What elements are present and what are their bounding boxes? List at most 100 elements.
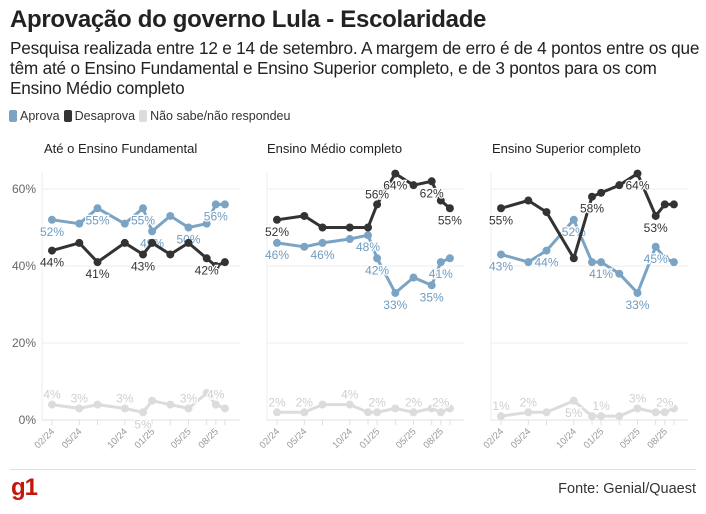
data-point-desaprova: [669, 200, 678, 209]
data-label-n-o-sabe-n-o-respondeu: 2%: [405, 395, 423, 409]
data-label-desaprova: 64%: [625, 179, 649, 193]
data-point-desaprova: [497, 204, 505, 213]
data-label-aprova: 46%: [265, 248, 289, 262]
data-point-n-o-sabe-n-o-respondeu: [409, 408, 418, 417]
data-point-desaprova: [588, 192, 596, 201]
chart-subtitle: Pesquisa realizada entre 12 e 14 de sete…: [10, 38, 700, 98]
data-point-n-o-sabe-n-o-respondeu: [202, 389, 211, 398]
data-point-n-o-sabe-n-o-respondeu: [597, 412, 606, 421]
data-point-aprova: [166, 211, 175, 220]
x-tick-label: 05/24: [285, 426, 310, 451]
data-label-n-o-sabe-n-o-respondeu: 2%: [296, 395, 314, 409]
data-label-aprova: 35%: [420, 290, 444, 304]
legend-swatch-nao-sabe: [139, 110, 148, 122]
data-point-desaprova: [436, 196, 445, 205]
data-label-n-o-sabe-n-o-respondeu: 3%: [71, 391, 89, 405]
x-tick-label: 08/25: [645, 426, 670, 451]
data-label-aprova: 41%: [589, 267, 613, 281]
data-point-aprova: [588, 258, 596, 267]
data-label-desaprova: 55%: [438, 213, 462, 227]
data-point-desaprova: [318, 223, 327, 232]
data-point-aprova: [300, 242, 309, 251]
x-tick-label: 10/24: [105, 426, 130, 451]
data-point-aprova: [364, 231, 372, 240]
data-label-desaprova: 58%: [580, 202, 604, 216]
data-point-aprova: [524, 258, 533, 267]
data-point-aprova: [615, 269, 624, 278]
data-label-desaprova: 62%: [420, 186, 444, 200]
x-tick-label: 01/25: [582, 426, 607, 451]
data-point-desaprova: [148, 238, 157, 247]
data-label-aprova: 56%: [204, 209, 228, 223]
data-point-desaprova: [345, 223, 354, 232]
data-point-aprova: [409, 273, 418, 282]
data-point-desaprova: [211, 262, 220, 270]
data-label-n-o-sabe-n-o-respondeu: 2%: [268, 395, 286, 409]
y-tick-label: 60%: [12, 182, 36, 196]
data-label-n-o-sabe-n-o-respondeu: 1%: [592, 399, 610, 413]
data-point-aprova: [48, 215, 56, 224]
data-label-n-o-sabe-n-o-respondeu: 3%: [180, 391, 198, 405]
x-tick-label: 02/24: [33, 426, 58, 451]
legend: Aprova Desaprova Não sabe/não respondeu: [9, 109, 294, 123]
data-point-aprova: [139, 204, 147, 213]
legend-item-aprova: Aprova: [9, 109, 60, 123]
data-point-desaprova: [427, 177, 436, 186]
data-point-aprova: [373, 254, 382, 263]
data-point-n-o-sabe-n-o-respondeu: [497, 412, 505, 421]
data-label-aprova: 33%: [625, 298, 649, 312]
data-point-aprova: [633, 288, 642, 297]
data-label-n-o-sabe-n-o-respondeu: 4%: [341, 388, 359, 402]
data-point-n-o-sabe-n-o-respondeu: [273, 408, 281, 417]
data-point-desaprova: [139, 250, 147, 259]
x-tick-label: 02/24: [482, 426, 507, 451]
data-point-aprova: [202, 219, 211, 228]
panel-title-1: Ensino Médio completo: [267, 141, 402, 156]
x-tick-label: 05/25: [169, 426, 194, 451]
data-label-aprova: 45%: [644, 252, 668, 266]
data-label-n-o-sabe-n-o-respondeu: 2%: [520, 395, 538, 409]
data-point-desaprova: [48, 246, 56, 255]
x-tick-label: 08/25: [421, 426, 446, 451]
data-point-aprova: [273, 238, 281, 247]
x-tick-label: 10/24: [554, 426, 579, 451]
data-point-n-o-sabe-n-o-respondeu: [633, 404, 642, 413]
legend-item-nao-sabe: Não sabe/não respondeu: [139, 109, 290, 123]
data-point-n-o-sabe-n-o-respondeu: [615, 412, 624, 421]
data-label-aprova: 33%: [383, 298, 407, 312]
data-point-aprova: [660, 254, 669, 263]
data-label-desaprova: 56%: [365, 187, 389, 201]
y-tick-label: 0%: [19, 413, 37, 427]
data-label-desaprova: 52%: [265, 225, 289, 239]
data-point-n-o-sabe-n-o-respondeu: [660, 408, 669, 417]
data-point-n-o-sabe-n-o-respondeu: [120, 404, 129, 413]
data-point-n-o-sabe-n-o-respondeu: [220, 404, 229, 413]
data-point-aprova: [148, 227, 157, 236]
y-tick-label: 40%: [12, 259, 36, 273]
data-point-n-o-sabe-n-o-respondeu: [391, 404, 400, 413]
data-label-desaprova: 44%: [40, 256, 64, 270]
data-point-desaprova: [120, 238, 129, 247]
data-point-desaprova: [633, 169, 642, 178]
data-point-n-o-sabe-n-o-respondeu: [427, 404, 436, 413]
x-tick-label: 05/25: [394, 426, 419, 451]
data-label-n-o-sabe-n-o-respondeu: 2%: [432, 395, 450, 409]
data-label-n-o-sabe-n-o-respondeu: 3%: [629, 391, 647, 405]
data-point-desaprova: [273, 215, 281, 224]
legend-swatch-aprova: [9, 110, 17, 122]
footer-divider: [10, 469, 696, 470]
legend-swatch-desaprova: [63, 110, 72, 122]
data-point-desaprova: [184, 238, 193, 247]
data-point-aprova: [391, 288, 400, 297]
data-point-desaprova: [660, 200, 669, 209]
data-label-desaprova: 64%: [383, 179, 407, 193]
data-point-n-o-sabe-n-o-respondeu: [669, 404, 678, 413]
data-point-n-o-sabe-n-o-respondeu: [542, 408, 551, 417]
data-point-desaprova: [364, 223, 372, 232]
data-label-aprova: 55%: [85, 213, 109, 227]
data-point-n-o-sabe-n-o-respondeu: [139, 408, 147, 417]
legend-label-nao-sabe: Não sabe/não respondeu: [150, 109, 291, 123]
data-point-desaprova: [300, 211, 309, 220]
data-point-desaprova: [391, 169, 400, 178]
data-point-desaprova: [651, 211, 660, 220]
